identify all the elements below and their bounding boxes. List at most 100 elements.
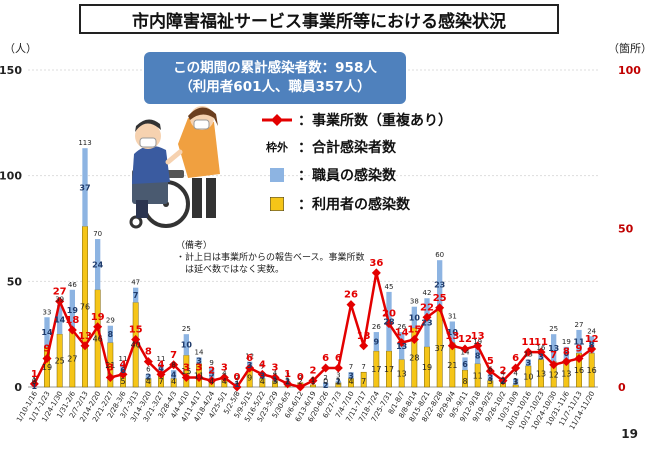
bar-staff	[551, 334, 557, 362]
legend-item-total: 枠外 ：合計感染者数	[262, 137, 396, 157]
total-label: 113	[78, 139, 91, 147]
left-y-tick-label: 100	[0, 170, 22, 183]
facilities-point	[561, 357, 571, 367]
cumulative-breakdown-text: （利用者601人、職員357人）	[179, 79, 371, 95]
staff-label: 23	[434, 281, 445, 290]
staff-label: 24	[92, 260, 104, 269]
total-label: 26	[372, 323, 381, 331]
bar-staff	[449, 321, 455, 343]
legend-prefix-outside-frame: 枠外	[266, 141, 288, 154]
facilities-label: 19	[91, 312, 105, 323]
staff-label: 2	[146, 372, 152, 381]
staff-label: 6	[120, 366, 126, 375]
total-label: 33	[43, 308, 52, 316]
facilities-label: 27	[53, 286, 67, 297]
facilities-label: 13	[445, 331, 459, 342]
staff-label: 9	[374, 338, 380, 347]
staff-label: 3	[488, 373, 494, 382]
legend-item-users: ：利用者の感染数	[262, 194, 410, 214]
bar-staff	[487, 374, 493, 381]
facilities-point	[422, 312, 432, 322]
staff-label: 2	[500, 377, 506, 386]
right-axis-unit: （箇所）	[608, 42, 650, 55]
users-label: 13	[536, 369, 546, 378]
staff-label: 1	[32, 382, 38, 391]
bar-staff	[411, 306, 417, 328]
facilities-point	[587, 344, 597, 354]
facilities-point	[156, 369, 166, 379]
chart-title: 市内障害福祉サービス事業所等における感染状況	[79, 4, 559, 34]
facilities-label: 20	[382, 309, 396, 320]
users-label: 8	[462, 377, 467, 386]
facilities-point	[346, 300, 356, 310]
left-y-tick-label: 150	[0, 64, 22, 77]
left-axis-unit: （人）	[4, 42, 37, 55]
staff-label: 3	[348, 371, 354, 380]
remarks-heading: （備考）	[176, 241, 213, 251]
facilities-label: 9	[44, 343, 51, 354]
users-label: 2	[500, 377, 505, 386]
facilities-point	[29, 379, 39, 389]
bar-staff	[424, 298, 430, 347]
legend-label-users: ：利用者の感染数	[298, 197, 410, 213]
total-label: 3	[285, 372, 289, 380]
bar-staff	[57, 304, 63, 335]
total-label: 6	[488, 365, 493, 373]
facilities-label: 6	[512, 353, 519, 364]
staff-label: 3	[513, 378, 519, 387]
blue-square-icon	[262, 168, 292, 182]
users-label: 2	[298, 377, 303, 386]
bar-staff	[513, 378, 519, 385]
facilities-point	[93, 322, 103, 332]
staff-label: 8	[475, 351, 481, 360]
facilities-point	[485, 366, 495, 376]
legend-label-facilities: ：事業所数（重複あり）	[298, 113, 452, 129]
total-label: 47	[131, 279, 140, 287]
users-label: 21	[105, 361, 115, 370]
staff-label: 37	[79, 183, 90, 192]
left-y-tick-label: 50	[7, 275, 23, 288]
staff-label: 23	[421, 319, 432, 328]
total-label: 31	[448, 312, 457, 320]
facilities-point	[207, 376, 217, 386]
staff-label: 10	[181, 341, 193, 350]
facilities-point	[118, 369, 128, 379]
users-label: 40	[131, 341, 141, 350]
chart-data-labels: 1101331419939142527461927181133776137024…	[31, 139, 599, 391]
facilities-point	[549, 360, 559, 370]
facilities-point	[105, 372, 115, 382]
facilities-point	[55, 296, 65, 306]
staff-label: 13	[396, 342, 407, 351]
total-label: 4	[273, 370, 278, 378]
total-label: 70	[93, 230, 102, 238]
staff-label: 4	[158, 364, 164, 373]
facilities-point	[359, 341, 369, 351]
right-y-tick-label: 50	[618, 223, 634, 236]
users-label: 37	[435, 344, 445, 353]
total-label: 12	[245, 353, 254, 361]
users-label: 1	[513, 377, 518, 386]
facilities-label: 2	[500, 366, 507, 377]
total-label: 27	[575, 321, 584, 329]
facilities-label: 3	[221, 362, 228, 373]
staff-label: 2	[323, 381, 329, 390]
facilities-point	[473, 341, 483, 351]
total-label: 1	[32, 376, 36, 384]
total-label: 39	[55, 296, 64, 304]
facilities-label: 1	[31, 369, 38, 380]
bar-staff	[107, 325, 113, 343]
facilities-label: 11	[521, 337, 535, 348]
total-label: 42	[423, 289, 432, 297]
bar-staff	[44, 317, 50, 347]
staff-label: 13	[548, 344, 559, 353]
facilities-label: 12	[585, 334, 599, 345]
facilities-point	[219, 372, 229, 382]
total-label: 3	[336, 372, 340, 380]
bar-staff	[183, 334, 189, 356]
staff-label: 1	[272, 376, 278, 385]
bar-staff	[145, 374, 151, 379]
facilities-point	[460, 344, 470, 354]
users-label: 21	[447, 361, 457, 370]
staff-label: 8	[108, 330, 114, 339]
